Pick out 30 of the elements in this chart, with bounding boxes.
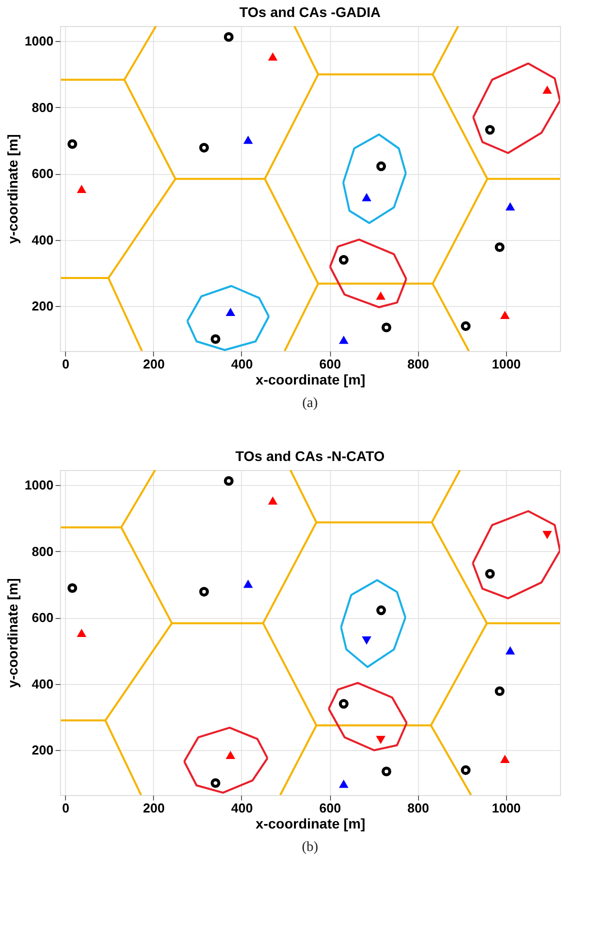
x-tick-label: 400 [231,356,253,372]
x-tick-label: 800 [407,356,430,372]
x-tick-label: 200 [143,356,165,372]
text: (a) [302,396,318,411]
x-tick-label: 800 [407,800,430,816]
x-tick-label: 200 [143,800,165,816]
text: (b) [302,840,318,855]
x-tick-label: 0 [62,800,70,816]
x-tick-label: 0 [62,356,70,372]
chart-title: TOs and CAs -N-CATO [235,448,385,464]
y-tick-label: 600 [32,166,54,182]
y-tick-label: 800 [32,544,54,559]
x-tick-label: 1000 [492,800,521,816]
y-tick-label: 400 [32,676,54,692]
y-tick-label: 1000 [24,33,54,48]
y-tick-label: 600 [32,610,54,626]
x-axis-title: x-coordinate [m] [256,372,366,388]
x-tick-label: 600 [319,356,341,372]
x-tick-label: 600 [319,800,341,816]
chart-title: TOs and CAs -GADIA [239,4,381,20]
x-tick-label: 1000 [492,356,521,372]
y-tick-label: 400 [32,232,54,248]
x-tick-label: 400 [231,800,253,816]
y-tick-label: 800 [32,100,54,115]
y-axis-title: y-coordinate [m] [4,134,21,244]
x-axis-title: x-coordinate [m] [256,816,366,832]
y-tick-label: 200 [32,298,54,314]
y-tick-label: 1000 [24,477,54,492]
y-axis-title: y-coordinate [m] [4,578,21,688]
y-tick-label: 200 [32,742,54,758]
